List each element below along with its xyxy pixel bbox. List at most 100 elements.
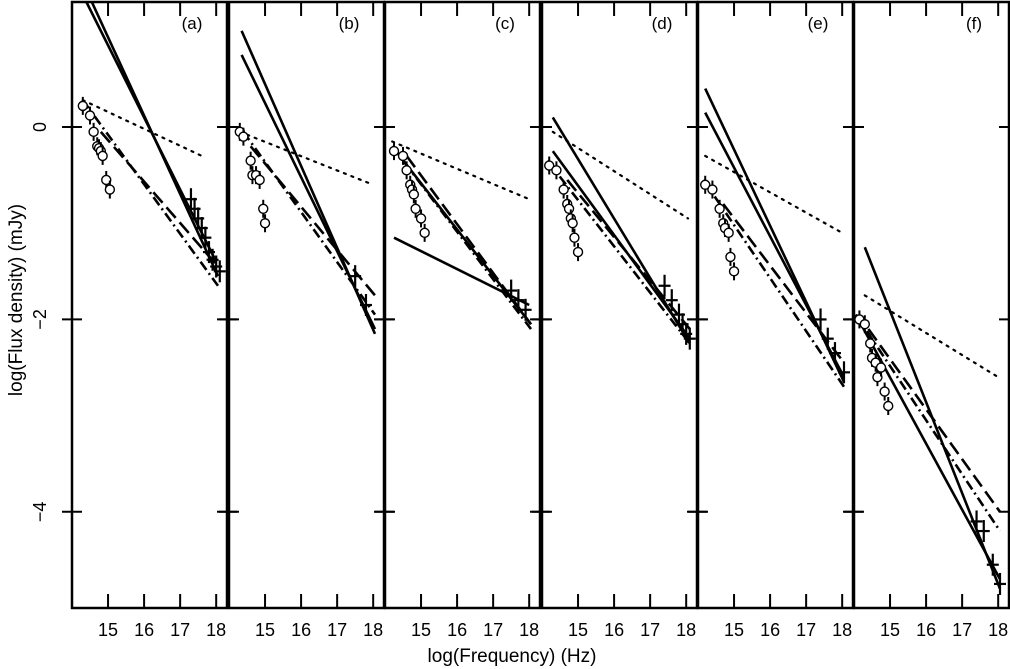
optical-point (563, 203, 575, 215)
optical-point (728, 266, 740, 277)
panel-frame (696, 0, 855, 610)
panel-frame (70, 0, 229, 610)
model-line-solid (393, 236, 530, 307)
optical-point (859, 319, 871, 330)
model-line-dashed (405, 155, 533, 326)
x-tick-label: 15 (724, 620, 744, 640)
optical-point (401, 165, 412, 176)
model-line-dotdash (854, 313, 1002, 532)
panel-data (700, 88, 850, 388)
panel-d: 15 16 17 18 (d) (532, 0, 707, 640)
optical-point (544, 160, 555, 171)
x-tick-label: 17 (796, 620, 816, 640)
panel-data (854, 246, 1006, 595)
panel-e: 15 16 17 18 (e) (688, 0, 863, 640)
optical-point (714, 203, 725, 215)
optical-point (84, 110, 96, 121)
panel-label: (a) (182, 14, 203, 33)
optical-point (558, 184, 569, 195)
optical-point (865, 338, 876, 349)
x-tick-label: 18 (519, 620, 539, 640)
x-tick-label: 17 (327, 620, 347, 640)
panel-label: (f) (966, 14, 982, 33)
model-line-dotted (238, 130, 375, 186)
optical-point (408, 189, 420, 200)
panel-frame (540, 0, 699, 610)
optical-point (569, 232, 580, 243)
panel-frame (852, 0, 1010, 610)
model-line-dotted (704, 154, 844, 234)
optical-point (707, 184, 718, 195)
model-line-dotted (863, 294, 1000, 379)
model-line-dotdash (546, 159, 691, 345)
model-line-dotted (391, 140, 531, 201)
optical-point (419, 227, 430, 239)
optical-point (875, 362, 887, 373)
panel-data (234, 30, 377, 335)
x-tick-label: 16 (916, 620, 936, 640)
x-tick-label: 15 (568, 620, 588, 640)
optical-point (88, 126, 99, 138)
x-tick-label: 15 (255, 620, 275, 640)
x-tick-label: 15 (98, 620, 118, 640)
model-line-solid (854, 313, 1002, 580)
model-line-dotdash (702, 179, 846, 388)
model-line-dashed (99, 131, 219, 268)
model-line-dotted (81, 99, 203, 158)
panel-b: 15 16 17 18 (b) (219, 0, 394, 640)
panel-label: (e) (808, 14, 829, 33)
y-tick-label: −2 (30, 309, 50, 330)
x-tick-label: 18 (676, 620, 696, 640)
panels-group: 15 16 17 180−2−4(a)15 16 17 18(b)15 16 17 18(c)15… (30, 0, 1010, 640)
x-tick-label: 17 (170, 620, 190, 640)
optical-point (551, 165, 562, 176)
x-tick-label: 16 (447, 620, 467, 640)
x-tick-label: 18 (988, 620, 1008, 640)
optical-point (723, 227, 734, 239)
optical-point (77, 100, 89, 112)
model-line-dashed (566, 179, 691, 330)
optical-point (415, 213, 427, 224)
model-line-dotted (551, 130, 690, 220)
optical-point (883, 400, 894, 412)
model-line-dashed (867, 328, 1002, 513)
x-tick-label: 15 (411, 620, 431, 640)
x-tick-label: 17 (952, 620, 972, 640)
model-line-dashed (722, 203, 846, 364)
x-tick-label: 18 (363, 620, 383, 640)
optical-point (101, 174, 112, 186)
optical-point (397, 150, 409, 162)
panel-data (544, 116, 696, 350)
panel-label: (b) (339, 14, 360, 33)
panel-data (77, 2, 226, 287)
panel-f: 15 16 17 18 (f) (844, 0, 1010, 640)
model-line-dotdash (242, 131, 377, 316)
x-tick-label: 18 (206, 620, 226, 640)
optical-point (258, 203, 269, 215)
x-tick-label: 17 (483, 620, 503, 640)
panel-label: (c) (495, 14, 515, 33)
panel-a: 15 16 17 18 0 −2 −4 (a) (30, 0, 237, 640)
optical-point (104, 184, 116, 195)
model-line-solid (240, 54, 377, 330)
x-tick-label: 16 (760, 620, 780, 640)
optical-point (879, 386, 890, 397)
x-tick-label: 16 (604, 620, 624, 640)
x-tick-label: 16 (134, 620, 154, 640)
optical-point (410, 203, 421, 215)
y-axis-label: log(Flux density) (mJy) (6, 204, 27, 396)
optical-point (259, 218, 271, 229)
optical-point (238, 131, 249, 142)
x-tick-label: 15 (880, 620, 900, 640)
y-tick-label: −4 (30, 502, 50, 523)
x-tick-label: 16 (291, 620, 311, 640)
model-line-dotdash (391, 145, 533, 330)
x-tick-label: 18 (832, 620, 852, 640)
optical-point (245, 155, 256, 166)
panel-label: (d) (652, 14, 673, 33)
panel-data (388, 140, 533, 330)
optical-point (725, 251, 736, 263)
optical-point (388, 145, 400, 157)
panel-frame (383, 0, 542, 610)
